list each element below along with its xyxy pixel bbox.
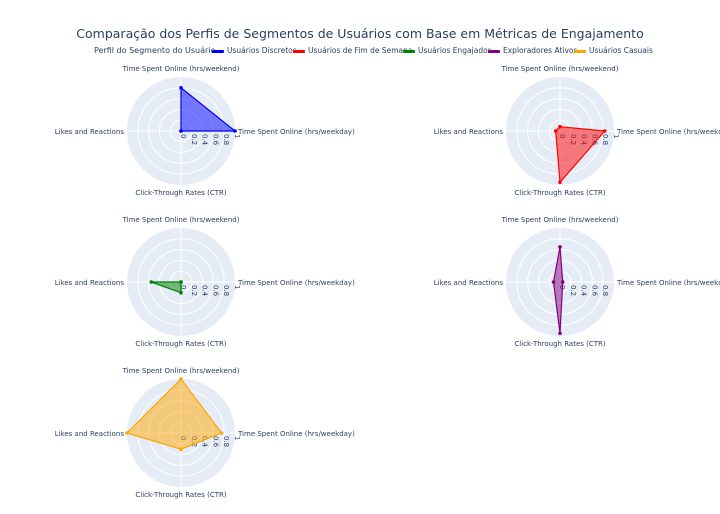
legend-item[interactable]: Usuários de Fim de Semana	[293, 46, 412, 55]
legend-item[interactable]: Usuários Engajados	[403, 46, 492, 55]
radial-tick-label: 0.8	[222, 436, 230, 447]
angular-axis-label: Time Spent Online (hrs/weekday)	[616, 279, 720, 287]
series-area	[180, 86, 237, 132]
data-point	[179, 86, 183, 90]
legend-item[interactable]: Usuários Casuais	[574, 46, 653, 55]
angular-axis-label: Time Spent Online (hrs/weekday)	[237, 128, 355, 136]
radial-tick-label: 0.4	[201, 436, 209, 448]
angular-axis-label: Time Spent Online (hrs/weekday)	[237, 430, 355, 438]
data-point	[551, 280, 556, 284]
data-point	[179, 447, 183, 452]
angular-axis-label: Time Spent Online (hrs/weekend)	[501, 216, 619, 224]
angular-axis-label: Likes and Reactions	[55, 279, 125, 287]
radial-tick-label: 1	[233, 436, 241, 440]
legend: Perfil do Segmento do Usuário Usuários D…	[0, 45, 720, 59]
series-area	[151, 281, 182, 294]
radial-tick-label: 0.6	[211, 436, 219, 448]
angular-axis-label: Time Spent Online (hrs/weekend)	[501, 65, 619, 73]
angular-axis-label: Time Spent Online (hrs/weekend)	[122, 216, 240, 224]
radial-tick-label: 1	[233, 134, 241, 138]
data-point	[149, 280, 154, 284]
data-point	[558, 245, 562, 249]
radial-tick-label: 0	[179, 285, 187, 289]
data-point	[558, 331, 562, 336]
angular-axis-label: Click-Through Rates (CTR)	[135, 340, 227, 348]
angular-axis-label: Likes and Reactions	[434, 128, 504, 136]
radial-tick-label: 0.8	[222, 134, 230, 145]
legend-item[interactable]: Exploradores Ativos	[488, 46, 577, 55]
radial-tick-label: 1	[612, 134, 620, 138]
angular-axis-label: Likes and Reactions	[55, 430, 125, 438]
angular-axis-label: Time Spent Online (hrs/weekend)	[122, 367, 240, 375]
data-point	[560, 280, 565, 284]
data-point	[603, 129, 607, 133]
radial-tick-label: 0.8	[222, 285, 230, 296]
radial-tick-label: 0.4	[201, 285, 209, 297]
legend-label: Exploradores Ativos	[503, 46, 578, 55]
legend-label: Usuários Discretos	[227, 46, 297, 55]
angular-axis-label: Time Spent Online (hrs/weekday)	[237, 279, 355, 287]
radial-tick-label: 0.4	[580, 285, 588, 297]
angular-axis-label: Likes and Reactions	[55, 128, 125, 136]
data-point	[179, 280, 183, 284]
radial-tick-label: 0	[179, 134, 187, 138]
radial-tick-label: 0.8	[601, 134, 609, 145]
radial-tick-label: 0.2	[190, 134, 198, 145]
data-point	[553, 129, 558, 133]
data-point	[558, 180, 562, 185]
data-point	[558, 124, 562, 129]
chart-title: Comparação dos Perfis de Segmentos de Us…	[76, 26, 644, 41]
radial-tick-label: 0.6	[590, 285, 598, 297]
legend-swatch	[403, 49, 415, 53]
legend-swatch	[293, 49, 305, 53]
data-point	[125, 431, 129, 435]
radial-tick-label: 0.6	[211, 285, 219, 297]
data-point	[233, 129, 237, 133]
legend-title: Perfil do Segmento do Usuário	[94, 46, 216, 55]
data-point	[179, 377, 183, 381]
angular-axis-label: Click-Through Rates (CTR)	[514, 189, 606, 197]
legend-swatch	[574, 49, 586, 53]
angular-axis-label: Time Spent Online (hrs/weekend)	[122, 65, 240, 73]
data-point	[179, 291, 183, 295]
data-point	[179, 129, 183, 133]
angular-axis-label: Click-Through Rates (CTR)	[135, 189, 227, 197]
angular-axis-label: Time Spent Online (hrs/weekday)	[616, 128, 720, 136]
legend-label: Usuários Engajados	[418, 46, 492, 55]
angular-axis-label: Likes and Reactions	[434, 279, 504, 287]
radial-tick-label: 0.8	[601, 285, 609, 296]
radial-tick-label: 1	[233, 285, 241, 289]
radial-tick-label: 0.6	[211, 134, 219, 146]
legend-swatch	[212, 49, 224, 53]
angular-axis-label: Click-Through Rates (CTR)	[135, 491, 227, 499]
angular-axis-label: Click-Through Rates (CTR)	[514, 340, 606, 348]
radial-tick-label: 0.2	[569, 285, 577, 296]
legend-label: Usuários Casuais	[589, 46, 653, 55]
legend-item[interactable]: Usuários Discretos	[212, 46, 297, 55]
radial-tick-label: 0.4	[201, 134, 209, 146]
radial-tick-label: 0.2	[190, 285, 198, 296]
data-point	[219, 431, 224, 435]
legend-swatch	[488, 49, 500, 53]
legend-label: Usuários de Fim de Semana	[308, 46, 413, 55]
